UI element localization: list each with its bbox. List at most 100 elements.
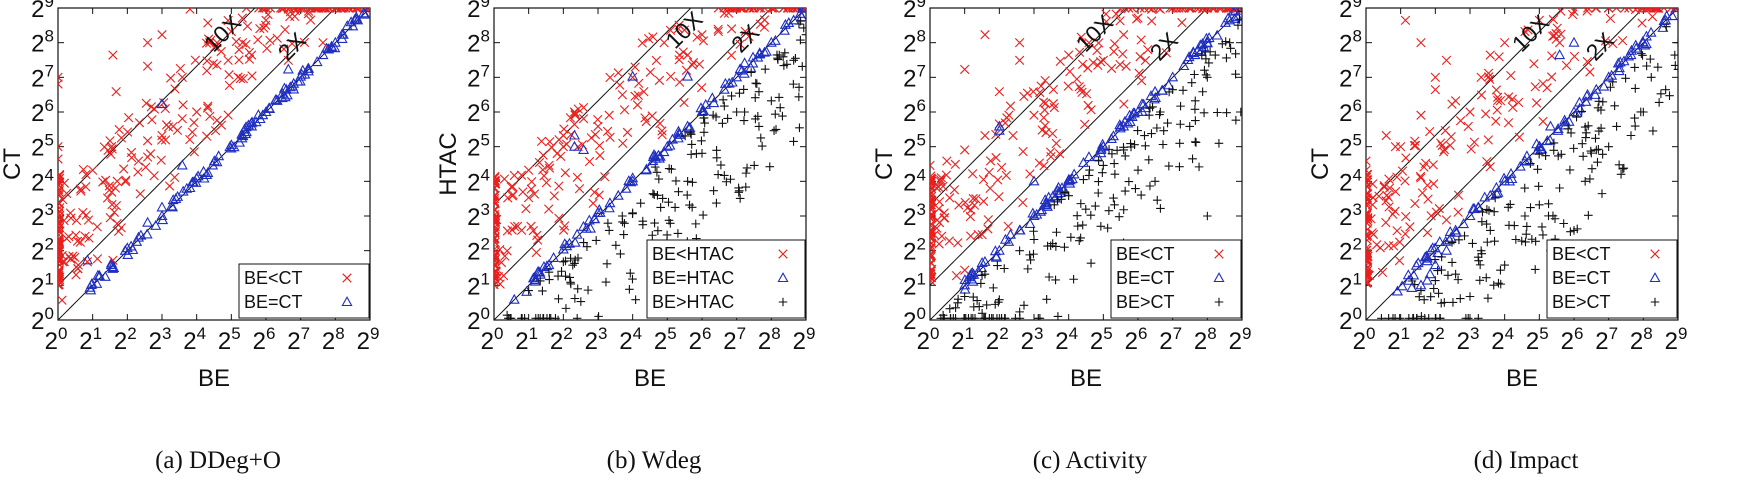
- scatter-point-greater: [1096, 222, 1106, 231]
- scatter-point-less: [1046, 152, 1056, 162]
- scatter-point-less: [1507, 94, 1518, 104]
- scatter-point-less: [1491, 85, 1502, 95]
- scatter-point-equal: [538, 260, 550, 271]
- scatter-point-greater: [670, 203, 680, 212]
- scatter-point-greater: [1619, 163, 1629, 173]
- x-tick-label: 25: [654, 324, 677, 355]
- y-tick-exp: 9: [917, 0, 926, 11]
- scatter-point-less: [1377, 267, 1388, 277]
- scatter-point-less: [205, 111, 215, 122]
- y-tick-label: 25: [31, 131, 54, 162]
- scatter-point-less: [930, 209, 937, 220]
- y-tick-label: 22: [31, 235, 54, 266]
- scatter-point-less: [510, 221, 520, 232]
- data-point-less: [58, 72, 63, 83]
- scatter-point-greater: [1475, 275, 1485, 285]
- scatter-point-less: [280, 25, 290, 35]
- scatter-point-less: [529, 189, 540, 199]
- scatter-point-less: [502, 246, 512, 256]
- scatter-point-greater: [1587, 148, 1596, 158]
- scatter-point-less: [78, 207, 88, 218]
- scatter-point-greater: [631, 295, 640, 304]
- y-tick-label: 20: [1339, 304, 1362, 335]
- scatter-point-greater: [1144, 155, 1154, 165]
- scatter-point-equal: [1559, 116, 1571, 127]
- scatter-point-greater: [1475, 260, 1485, 270]
- scatter-point-greater: [1175, 162, 1184, 171]
- scatter-point-less: [1608, 38, 1618, 49]
- data-point-equal: [1603, 71, 1615, 82]
- y-tick-exp: 4: [917, 165, 926, 184]
- data-point-equal: [142, 216, 154, 227]
- x-tick-label: 23: [585, 324, 608, 355]
- y-tick-base: 2: [467, 239, 480, 266]
- scatter-point-greater: [753, 112, 763, 121]
- x-axis-label: BE: [1070, 365, 1102, 392]
- scatter-point-less: [1483, 135, 1494, 145]
- scatter-point-greater: [1120, 186, 1130, 196]
- scatter-point-greater: [538, 286, 547, 296]
- legend-marker-less: [778, 249, 788, 259]
- scatter-point-equal: [245, 117, 257, 128]
- x-tick-label: 24: [619, 324, 642, 355]
- data-point-less: [494, 191, 499, 201]
- scatter-point-equal: [1613, 65, 1625, 76]
- scatter-point-greater: [1455, 294, 1465, 303]
- scatter-point-less: [622, 127, 633, 138]
- y-tick-base: 2: [1339, 100, 1352, 127]
- scatter-point-less: [574, 184, 585, 194]
- scatter-point-less: [1392, 172, 1402, 182]
- scatter-point-less: [1381, 217, 1391, 228]
- x-tick-exp: 5: [1539, 324, 1548, 343]
- scatter-point-greater: [1556, 149, 1566, 159]
- data-point-less: [177, 72, 187, 83]
- scatter-point-less: [1617, 36, 1628, 46]
- scatter-point-equal: [1124, 109, 1136, 120]
- data-point-equal: [682, 120, 694, 131]
- scatter-point-less: [1425, 126, 1435, 137]
- scatter-point-greater: [671, 176, 681, 186]
- scatter-point-greater: [1191, 116, 1200, 125]
- panel-a-caption: (a) DDeg+O: [155, 447, 281, 474]
- scatter-point-greater: [1052, 227, 1061, 237]
- y-axis-label: CT: [1308, 148, 1334, 180]
- scatter-point-equal: [1614, 56, 1626, 67]
- scatter-point-less: [1482, 157, 1492, 167]
- x-tick-label: 24: [183, 324, 206, 355]
- data-point-less: [494, 234, 499, 245]
- scatter-point-less: [930, 252, 936, 263]
- data-point-less: [246, 50, 257, 60]
- scatter-point-less: [277, 8, 287, 14]
- scatter-point-less: [1611, 8, 1622, 13]
- scatter-point-equal: [976, 257, 988, 267]
- y-tick-base: 2: [1339, 169, 1352, 196]
- x-tick-base: 2: [986, 328, 999, 355]
- x-tick-label: 21: [951, 324, 974, 355]
- scatter-point-less: [98, 177, 108, 187]
- data-point-greater: [1500, 260, 1509, 270]
- scatter-point-less: [71, 270, 81, 280]
- scatter-point-less: [538, 150, 548, 160]
- data-point-equal: [1554, 49, 1566, 60]
- scatter-point-greater: [680, 131, 690, 141]
- data-point-greater: [1604, 142, 1613, 151]
- y-tick-base: 2: [467, 169, 480, 196]
- scatter-point-less: [560, 168, 571, 178]
- data-point-less: [1014, 55, 1025, 65]
- x-tick-base: 2: [1561, 328, 1574, 355]
- x-tick-label: 25: [218, 324, 241, 355]
- data-point-less: [980, 130, 990, 141]
- scatter-point-less: [1055, 56, 1065, 66]
- scatter-point-less: [494, 176, 501, 187]
- data-point-less: [1465, 107, 1475, 117]
- scatter-point-equal: [673, 128, 686, 139]
- scatter-point-greater: [636, 198, 645, 208]
- scatter-point-less: [1117, 49, 1128, 59]
- scatter-point-less: [165, 73, 176, 83]
- scatter-point-less: [235, 73, 246, 84]
- scatter-point-less: [80, 231, 90, 241]
- data-point-greater: [1580, 177, 1590, 186]
- x-tick-base: 2: [689, 328, 702, 355]
- scatter-point-greater: [1584, 211, 1593, 220]
- scatter-point-less: [494, 237, 500, 248]
